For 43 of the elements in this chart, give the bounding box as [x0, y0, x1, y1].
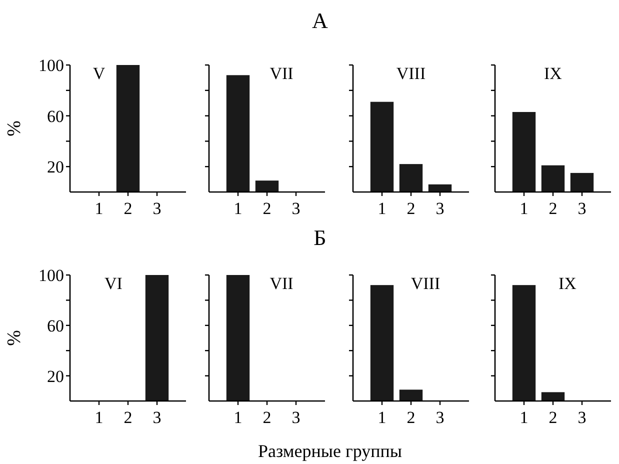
x-tick-label: 3 — [436, 408, 444, 427]
x-tick-label: 1 — [520, 199, 528, 218]
chart-title: IX — [558, 274, 576, 293]
x-tick-label: 3 — [292, 408, 300, 427]
chart-title: VI — [104, 274, 123, 293]
y-axis-title: % — [4, 330, 25, 346]
x-tick-label: 1 — [94, 199, 104, 218]
x-tick-label: 1 — [520, 408, 528, 427]
chart-title: IX — [544, 64, 562, 83]
chart-title: VIII — [410, 274, 440, 293]
x-tick-label: 3 — [578, 408, 586, 427]
x-tick-label: 2 — [262, 199, 272, 218]
x-tick-label: 2 — [406, 199, 416, 218]
text: А — [312, 8, 328, 33]
x-tick-label: 1 — [378, 199, 386, 218]
chart-title: V — [92, 64, 106, 83]
y-tick-label: 100 — [38, 56, 64, 75]
chart-title: VII — [270, 274, 294, 293]
x-axis-title: Размерные группы — [258, 441, 402, 461]
y-tick-label: 100 — [38, 266, 64, 285]
chart-title: VII — [270, 64, 294, 83]
x-tick-label: 3 — [292, 199, 300, 218]
x-tick-label: 2 — [124, 199, 132, 218]
x-tick-label: 3 — [578, 199, 586, 218]
y-tick-label: 20 — [47, 158, 64, 177]
y-tick-label: 20 — [47, 366, 64, 386]
x-tick-label: 1 — [234, 199, 242, 218]
x-tick-label: 1 — [378, 408, 386, 427]
x-tick-label: 2 — [124, 408, 132, 427]
x-tick-label: 3 — [436, 199, 444, 218]
x-tick-label: 3 — [152, 199, 162, 218]
y-axis-title: % — [4, 120, 25, 136]
y-tick-label: 60 — [47, 106, 64, 126]
x-tick-label: 2 — [406, 408, 416, 427]
y-tick-label: 60 — [47, 316, 64, 336]
chart-title: VIII — [396, 64, 426, 83]
text: Б — [314, 225, 326, 250]
x-tick-label: 1 — [94, 408, 104, 427]
x-tick-label: 3 — [152, 408, 162, 427]
x-tick-label: 1 — [234, 408, 242, 427]
x-tick-label: 2 — [548, 199, 558, 218]
x-tick-label: 2 — [262, 408, 272, 427]
x-tick-label: 2 — [548, 408, 558, 427]
